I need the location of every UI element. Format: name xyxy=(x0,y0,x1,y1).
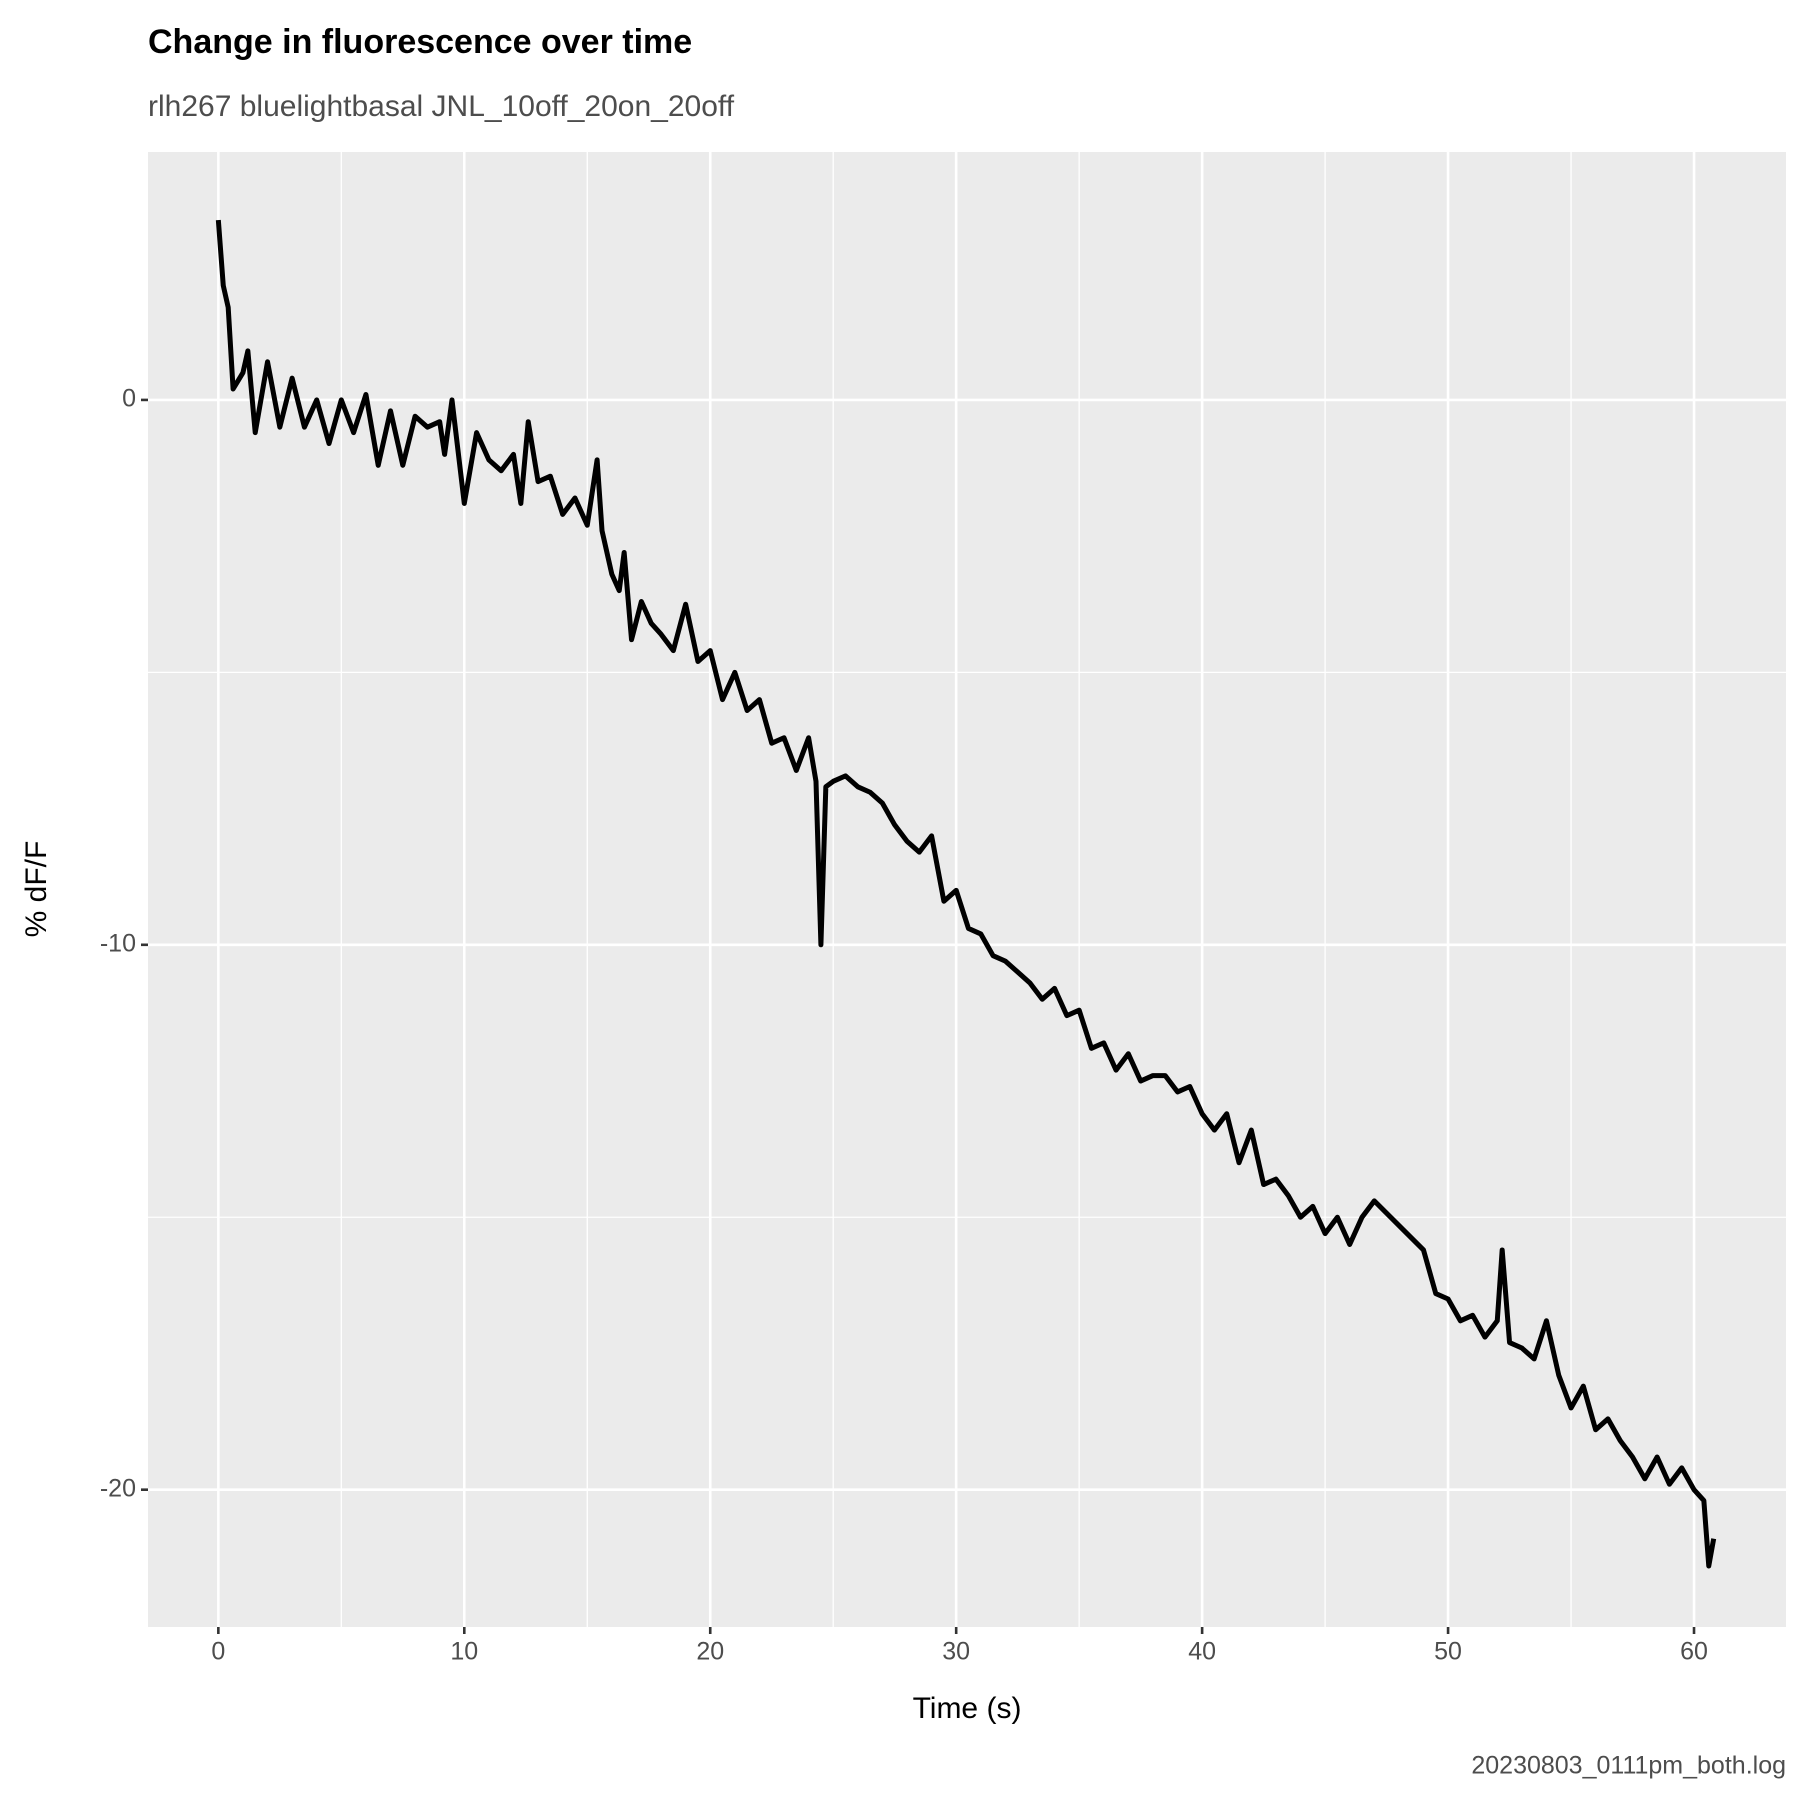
x-tick-label: 20 xyxy=(696,1638,724,1666)
chart-title: Change in fluorescence over time xyxy=(148,23,692,61)
x-tick-label: 60 xyxy=(1680,1638,1708,1666)
x-tick-label: 30 xyxy=(942,1638,970,1666)
chart-subtitle: rlh267 bluelightbasal JNL_10off_20on_20o… xyxy=(148,90,735,123)
panel xyxy=(148,152,1786,1627)
x-axis-title: Time (s) xyxy=(913,1692,1022,1725)
x-tick-label: 40 xyxy=(1188,1638,1216,1666)
x-tick-label: 10 xyxy=(450,1638,478,1666)
x-tick-label: 50 xyxy=(1434,1638,1462,1666)
y-axis-title: % dF/F xyxy=(20,841,53,938)
data-line xyxy=(215,219,1717,1569)
y-tick-label: 0 xyxy=(122,385,136,413)
y-tick-label: -20 xyxy=(100,1474,136,1502)
y-tick-label: -10 xyxy=(100,929,136,957)
x-tick-label: 0 xyxy=(211,1638,225,1666)
caption: 20230803_0111pm_both.log xyxy=(1471,1752,1786,1780)
